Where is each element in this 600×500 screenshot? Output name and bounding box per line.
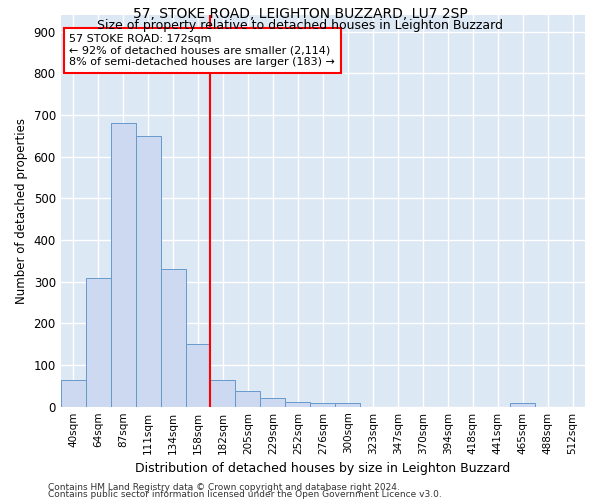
Bar [286,402,310,406]
Bar [185,344,211,406]
Bar [510,402,535,406]
Text: Contains HM Land Registry data © Crown copyright and database right 2024.: Contains HM Land Registry data © Crown c… [48,484,400,492]
Bar [110,124,136,406]
Text: Size of property relative to detached houses in Leighton Buzzard: Size of property relative to detached ho… [97,19,503,32]
X-axis label: Distribution of detached houses by size in Leighton Buzzard: Distribution of detached houses by size … [135,462,511,475]
Bar [136,136,161,406]
Y-axis label: Number of detached properties: Number of detached properties [15,118,28,304]
Bar [61,380,86,406]
Bar [310,402,335,406]
Bar [211,380,235,406]
Bar [335,402,360,406]
Bar [161,269,185,406]
Text: Contains public sector information licensed under the Open Government Licence v3: Contains public sector information licen… [48,490,442,499]
Bar [235,391,260,406]
Bar [86,278,110,406]
Bar [260,398,286,406]
Text: 57 STOKE ROAD: 172sqm
← 92% of detached houses are smaller (2,114)
8% of semi-de: 57 STOKE ROAD: 172sqm ← 92% of detached … [70,34,335,67]
Text: 57, STOKE ROAD, LEIGHTON BUZZARD, LU7 2SP: 57, STOKE ROAD, LEIGHTON BUZZARD, LU7 2S… [133,8,467,22]
